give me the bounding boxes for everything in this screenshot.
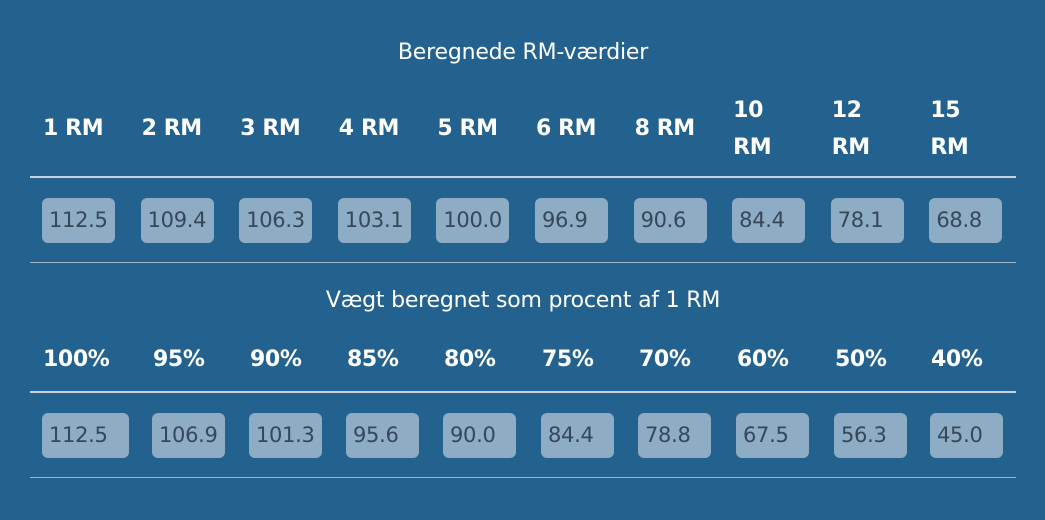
rm-header: 3 RM <box>227 81 326 178</box>
percent-value: 78.8 <box>638 412 711 458</box>
percent-cell: 56.3 <box>822 392 918 478</box>
percent-value: 106.9 <box>152 412 225 458</box>
rm-value: 112.5 <box>42 197 115 243</box>
percent-value: 56.3 <box>834 412 907 458</box>
percent-value: 45.0 <box>930 412 1003 458</box>
percent-values-section: Vægt beregnet som procent af 1 RM 100% 9… <box>30 288 1016 478</box>
rm-cell: 84.4 <box>720 177 819 263</box>
percent-cell: 84.4 <box>529 392 626 478</box>
percent-header: 75% <box>529 329 626 393</box>
percent-header: 50% <box>822 329 918 393</box>
percent-value: 112.5 <box>42 412 129 458</box>
percent-header: 85% <box>334 329 431 393</box>
rm-header-text: 12 RM <box>831 97 870 160</box>
percent-section-title: Vægt beregnet som procent af 1 RM <box>325 288 721 313</box>
rm-value: 96.9 <box>534 197 608 243</box>
percent-cell: 95.6 <box>334 392 431 478</box>
rm-table: 1 RM 2 RM 3 RM 4 RM 5 RM 6 RM 8 RM 10 RM… <box>30 81 1016 263</box>
percent-header: 100% <box>30 329 140 393</box>
percent-cell: 106.9 <box>140 392 237 478</box>
percent-value: 101.3 <box>249 412 322 458</box>
rm-header: 10 RM <box>720 81 819 178</box>
rm-cell: 96.9 <box>522 177 622 263</box>
rm-cell: 109.4 <box>128 177 228 263</box>
rm-value: 90.6 <box>633 197 707 243</box>
rm-header-row: 1 RM 2 RM 3 RM 4 RM 5 RM 6 RM 8 RM 10 RM… <box>30 81 1016 178</box>
percent-header: 70% <box>626 329 724 393</box>
rm-header: 6 RM <box>522 81 622 178</box>
percent-table: 100% 95% 90% 85% 80% 75% 70% 60% 50% 40%… <box>30 329 1016 478</box>
rm-cell: 106.3 <box>227 177 326 263</box>
percent-value-row: 112.5 106.9 101.3 95.6 90.0 84.4 78.8 67… <box>30 392 1016 478</box>
rm-header: 5 RM <box>424 81 523 178</box>
rm-header-text: 15 RM <box>930 97 969 160</box>
rm-cell: 103.1 <box>325 177 425 263</box>
rm-value: 109.4 <box>140 197 214 243</box>
rm-header: 1 RM <box>30 81 129 178</box>
percent-cell: 90.0 <box>431 392 529 478</box>
percent-header-row: 100% 95% 90% 85% 80% 75% 70% 60% 50% 40% <box>30 329 1016 393</box>
rm-header: 2 RM <box>128 81 228 178</box>
percent-header: 90% <box>237 329 334 393</box>
percent-header: 80% <box>431 329 529 393</box>
rm-header: 12 RM <box>818 81 918 178</box>
rm-cell: 100.0 <box>424 177 523 263</box>
rm-section-title: Beregnede RM-værdier <box>397 40 649 65</box>
percent-header: 60% <box>724 329 822 393</box>
rm-header: 4 RM <box>325 81 425 178</box>
rm-value-row: 112.5 109.4 106.3 103.1 100.0 96.9 90.6 … <box>30 177 1016 263</box>
rm-cell: 112.5 <box>30 177 129 263</box>
percent-cell: 78.8 <box>626 392 724 478</box>
percent-header: 95% <box>140 329 237 393</box>
rm-value: 100.0 <box>436 197 510 243</box>
rm-values-section: Beregnede RM-værdier 1 RM 2 RM 3 RM 4 RM… <box>30 40 1016 263</box>
rm-value: 68.8 <box>929 197 1003 243</box>
rm-cell: 78.1 <box>818 177 918 263</box>
percent-cell: 101.3 <box>237 392 334 478</box>
percent-value: 90.0 <box>443 412 516 458</box>
rm-header: 15 RM <box>917 81 1016 178</box>
percent-cell: 67.5 <box>724 392 822 478</box>
rm-value: 84.4 <box>732 197 806 243</box>
rm-value: 106.3 <box>239 197 313 243</box>
rm-value: 103.1 <box>337 197 411 243</box>
percent-value: 67.5 <box>736 412 809 458</box>
rm-value: 78.1 <box>830 197 904 243</box>
percent-header: 40% <box>918 329 1016 393</box>
rm-cell: 90.6 <box>621 177 721 263</box>
percent-value: 95.6 <box>346 412 419 458</box>
percent-cell: 45.0 <box>918 392 1016 478</box>
percent-cell: 112.5 <box>30 392 140 478</box>
percent-value: 84.4 <box>541 412 614 458</box>
rm-cell: 68.8 <box>917 177 1016 263</box>
rm-header-text: 10 RM <box>733 97 772 160</box>
rm-header: 8 RM <box>621 81 721 178</box>
